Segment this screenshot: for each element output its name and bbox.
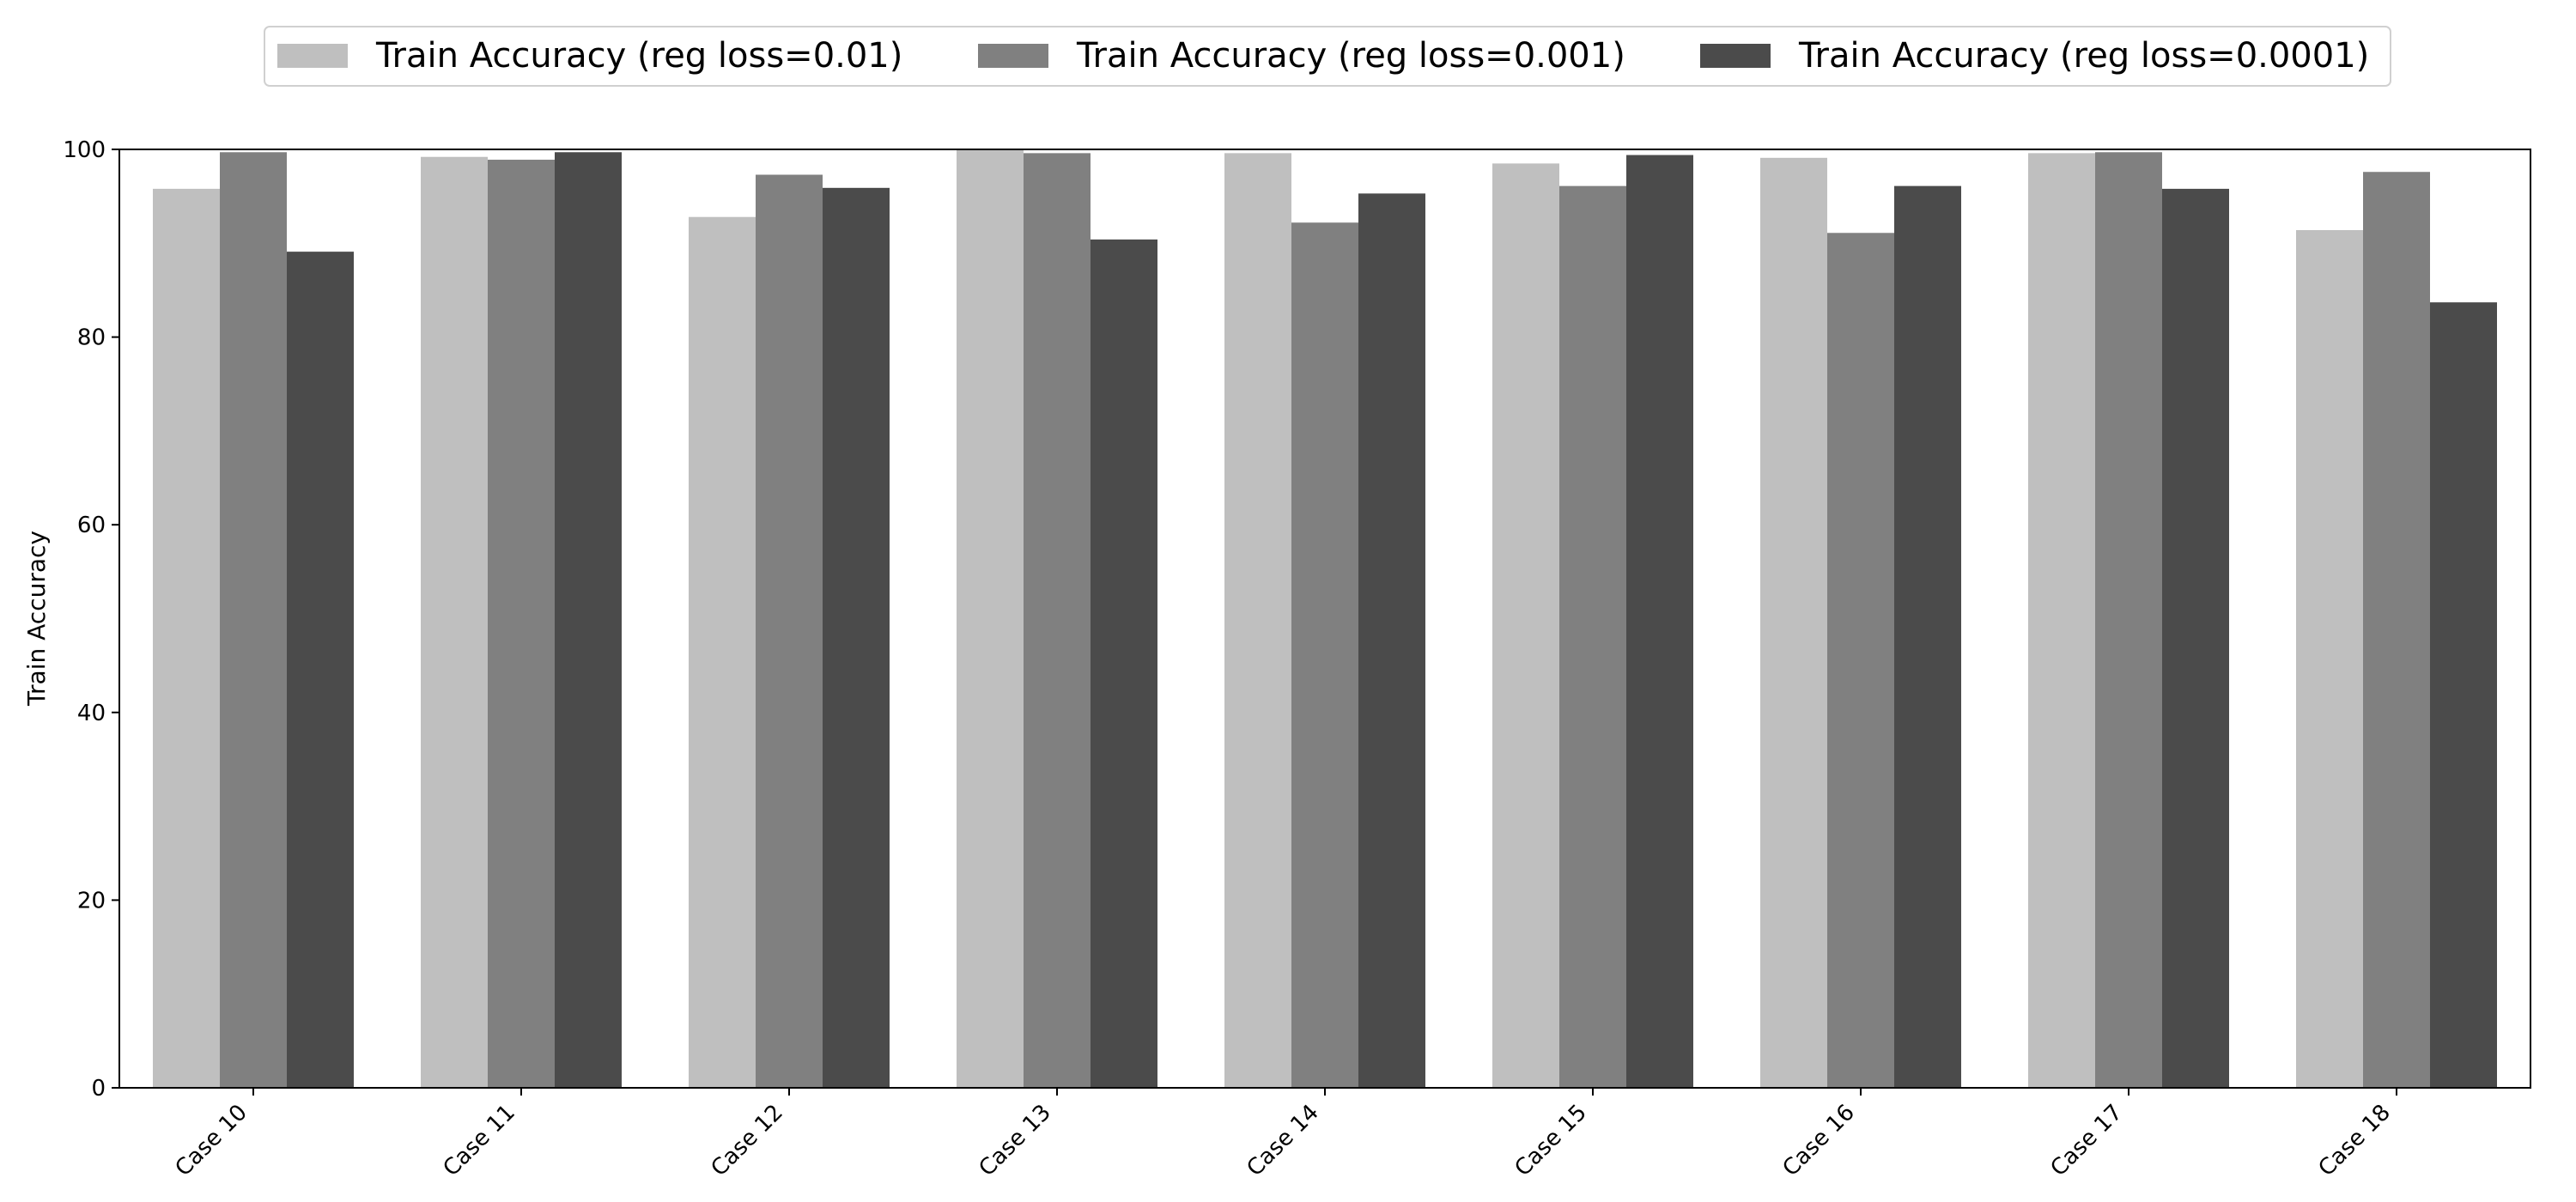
bar-case-12-series-3 xyxy=(823,187,890,1089)
y-tick-label: 80 xyxy=(77,325,106,351)
bar-case-13-series-3 xyxy=(1091,239,1157,1089)
bar-case-12-series-1 xyxy=(689,216,756,1089)
x-axis: Case 10 Case 11 Case 12 Case 13 Case 14 Case … xyxy=(171,1088,2397,1181)
x-tick-label: Case 14 xyxy=(1242,1100,1324,1181)
legend-label: Train Accuracy (reg loss=0.0001) xyxy=(1798,36,2369,76)
x-tick-label: Case 15 xyxy=(1510,1100,1592,1181)
bar-case-18-series-1 xyxy=(2296,229,2363,1088)
legend-label: Train Accuracy (reg loss=0.001) xyxy=(1076,36,1625,76)
bar-case-14-series-2 xyxy=(1291,222,1358,1088)
bar-case-10-series-1 xyxy=(153,188,220,1088)
x-tick-label: Case 16 xyxy=(1778,1100,1860,1181)
bar-case-14-series-1 xyxy=(1224,153,1291,1089)
y-tick-label: 40 xyxy=(77,701,106,726)
bar-case-13-series-1 xyxy=(957,149,1024,1088)
legend-frame xyxy=(264,26,2391,87)
x-tick-label: Case 11 xyxy=(439,1100,520,1181)
bars xyxy=(153,149,2497,1089)
bar-case-12-series-2 xyxy=(756,174,823,1089)
legend-swatch xyxy=(1700,44,1771,68)
y-axis-label: Train Accuracy xyxy=(22,531,51,707)
legend: Train Accuracy (reg loss=0.01) Train Accu… xyxy=(264,26,2391,87)
bar-case-15-series-3 xyxy=(1626,155,1693,1089)
x-tick-label: Case 10 xyxy=(171,1100,252,1181)
bar-case-11-series-3 xyxy=(555,152,622,1088)
bar-case-18-series-2 xyxy=(2363,172,2430,1089)
bar-case-15-series-2 xyxy=(1559,185,1626,1089)
bar-case-17-series-3 xyxy=(2162,188,2229,1088)
x-tick-label: Case 13 xyxy=(975,1100,1056,1181)
bar-case-17-series-2 xyxy=(2095,152,2162,1088)
bar-case-10-series-2 xyxy=(220,152,287,1088)
x-tick-label: Case 12 xyxy=(707,1100,788,1181)
bar-case-18-series-3 xyxy=(2430,302,2497,1088)
y-tick-label: 20 xyxy=(77,888,106,914)
bar-case-16-series-1 xyxy=(1760,157,1827,1088)
legend-swatch xyxy=(277,44,348,68)
x-tick-label: Case 17 xyxy=(2046,1100,2128,1181)
bar-case-17-series-1 xyxy=(2028,153,2095,1089)
y-tick-label: 100 xyxy=(63,137,106,163)
bar-case-11-series-2 xyxy=(488,160,555,1089)
bar-case-10-series-3 xyxy=(287,252,354,1089)
y-tick-label: 0 xyxy=(91,1076,106,1102)
y-axis: 0 20 40 60 80 100 xyxy=(63,137,119,1102)
bar-case-16-series-3 xyxy=(1894,185,1961,1089)
bar-case-14-series-3 xyxy=(1358,193,1425,1089)
bar-case-13-series-2 xyxy=(1024,153,1091,1089)
y-tick-label: 60 xyxy=(77,513,106,538)
bar-case-15-series-1 xyxy=(1492,163,1559,1088)
bar-case-16-series-2 xyxy=(1827,233,1894,1089)
legend-swatch xyxy=(978,44,1048,68)
x-tick-label: Case 18 xyxy=(2314,1100,2396,1181)
bar-case-11-series-1 xyxy=(421,156,488,1088)
legend-label: Train Accuracy (reg loss=0.01) xyxy=(375,36,902,76)
